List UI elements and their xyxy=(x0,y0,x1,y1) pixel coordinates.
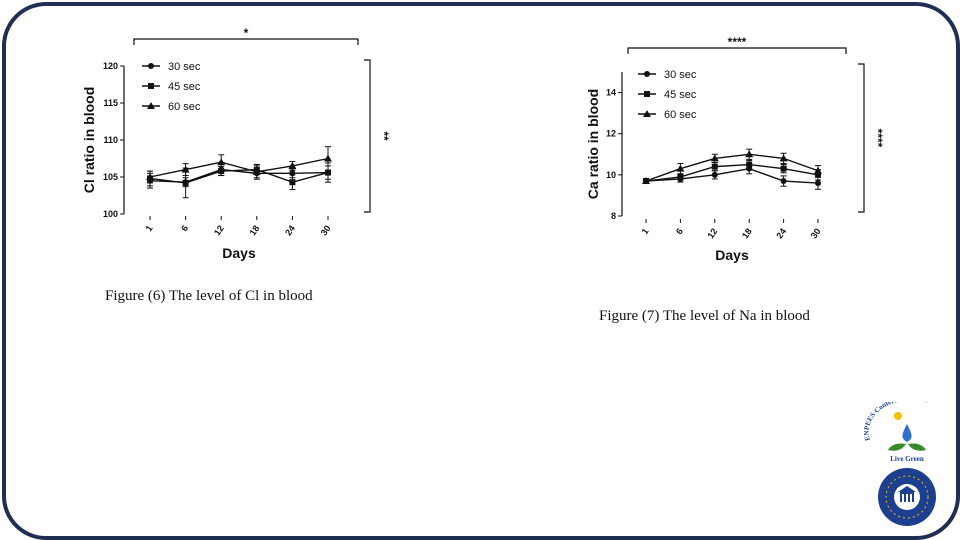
ca-point-0-2 xyxy=(711,171,718,178)
ca-point-0-4 xyxy=(780,178,787,185)
ca-legend-marker-0 xyxy=(644,71,650,77)
cl-x-tick-label: 24 xyxy=(283,223,297,237)
cl-point-2-4 xyxy=(288,161,297,169)
ca-top-bracket xyxy=(627,47,847,54)
cl-point-1-5 xyxy=(325,169,331,176)
cl-top-bracket xyxy=(133,38,359,45)
ca-y-axis-title: Ca ratio in blood xyxy=(585,89,601,199)
ca-point-2-5 xyxy=(814,166,822,174)
cl-x-tick-label: 18 xyxy=(248,223,262,237)
ca-point-0-5 xyxy=(815,180,821,187)
ca-point-1-1 xyxy=(677,173,684,180)
cl-point-1-2 xyxy=(218,168,225,175)
ca-legend-label-1: 45 sec xyxy=(664,89,697,101)
cl-x-tick-label: 1 xyxy=(144,223,155,233)
ca-x-axis-title: Days xyxy=(715,247,749,263)
cl-point-1-4 xyxy=(289,179,296,186)
cl-y-tick-label: 110 xyxy=(103,135,118,145)
cl-x-axis-title: Days xyxy=(222,245,256,261)
live-green-text: Live Green xyxy=(890,455,924,463)
cl-y-tick-label: 120 xyxy=(103,61,118,71)
institution-seal-logo xyxy=(878,468,936,526)
ca-series-line-1 xyxy=(645,163,819,182)
ca-y-tick-label: 10 xyxy=(606,170,616,180)
ca-legend-label-0: 30 sec xyxy=(664,69,697,81)
ca-top-significance: **** xyxy=(728,35,747,49)
ca-x-tick-label: 18 xyxy=(740,226,754,240)
cl-point-1-1 xyxy=(182,179,189,186)
ca-x-tick-label: 6 xyxy=(674,226,685,236)
ca-point-2-3 xyxy=(745,150,754,158)
cl-legend-label-0: 30 sec xyxy=(168,61,201,73)
ca-right-significance: **** xyxy=(871,129,885,148)
cl-x-tick-label: 12 xyxy=(212,223,226,237)
cl-legend-marker-2 xyxy=(147,102,155,109)
ca-y-tick-label: 8 xyxy=(611,211,616,221)
ca-x-tick-label: 12 xyxy=(706,226,720,240)
cl-legend-marker-0 xyxy=(148,63,154,69)
chart-cl-blood: 100 105 110 115 120 1 6 12 18 24 30 Cl ratio in blo… xyxy=(81,26,391,261)
cl-x-tick-label: 6 xyxy=(179,223,190,233)
cl-point-2-5 xyxy=(324,154,332,162)
ca-legend-label-2: 60 sec xyxy=(664,109,697,121)
figure-6-caption: Figure (6) The level of Cl in blood xyxy=(105,288,313,304)
ca-series-line-0 xyxy=(645,167,819,184)
ca-x-tick-label: 30 xyxy=(809,226,823,240)
ca-y-tick-label: 12 xyxy=(606,129,616,139)
ca-x-tick-label: 24 xyxy=(774,226,788,240)
cl-right-bracket xyxy=(364,59,371,213)
svg-text:ENPEES Conference Series: ENPEES Conference Series xyxy=(863,402,929,441)
ca-point-1-4 xyxy=(780,165,787,172)
cl-legend-label-2: 60 sec xyxy=(168,101,201,113)
ca-point-2-0 xyxy=(642,177,650,185)
ca-point-1-3 xyxy=(746,161,753,168)
cl-series-line-2 xyxy=(149,157,329,178)
ca-point-2-2 xyxy=(710,154,719,162)
enpees-live-green-logo: ENPEES Conference Series Live Green xyxy=(863,402,929,463)
cl-legend-marker-1 xyxy=(148,83,154,89)
ca-point-1-2 xyxy=(711,163,718,170)
cl-y-tick-label: 115 xyxy=(103,98,118,108)
ca-series-line-2 xyxy=(645,153,819,182)
cl-y-tick-label: 100 xyxy=(103,209,118,219)
ca-point-2-4 xyxy=(779,154,788,162)
ca-x-tick-label: 1 xyxy=(640,226,651,236)
conference-series-text: ENPEES Conference Series xyxy=(863,402,929,441)
ca-right-bracket xyxy=(858,63,865,213)
ca-y-tick-label: 14 xyxy=(606,88,616,98)
cl-y-axis-title: Cl ratio in blood xyxy=(81,87,97,194)
cl-y-tick-label: 105 xyxy=(103,172,118,182)
cl-legend-label-1: 45 sec xyxy=(168,81,201,93)
ca-legend-marker-1 xyxy=(644,91,650,97)
cl-x-tick-label: 30 xyxy=(319,223,333,237)
cl-point-2-2 xyxy=(217,158,226,166)
cl-top-significance: * xyxy=(244,26,249,40)
ca-point-2-1 xyxy=(676,164,685,172)
cl-right-significance: ** xyxy=(377,131,391,141)
cl-point-2-0 xyxy=(146,173,154,180)
cl-point-2-3 xyxy=(252,167,261,175)
cl-point-2-1 xyxy=(181,165,190,173)
cl-series-line-1 xyxy=(149,168,329,184)
ca-legend-marker-2 xyxy=(643,110,651,117)
figure-7-caption: Figure (7) The level of Na in blood xyxy=(599,308,810,324)
